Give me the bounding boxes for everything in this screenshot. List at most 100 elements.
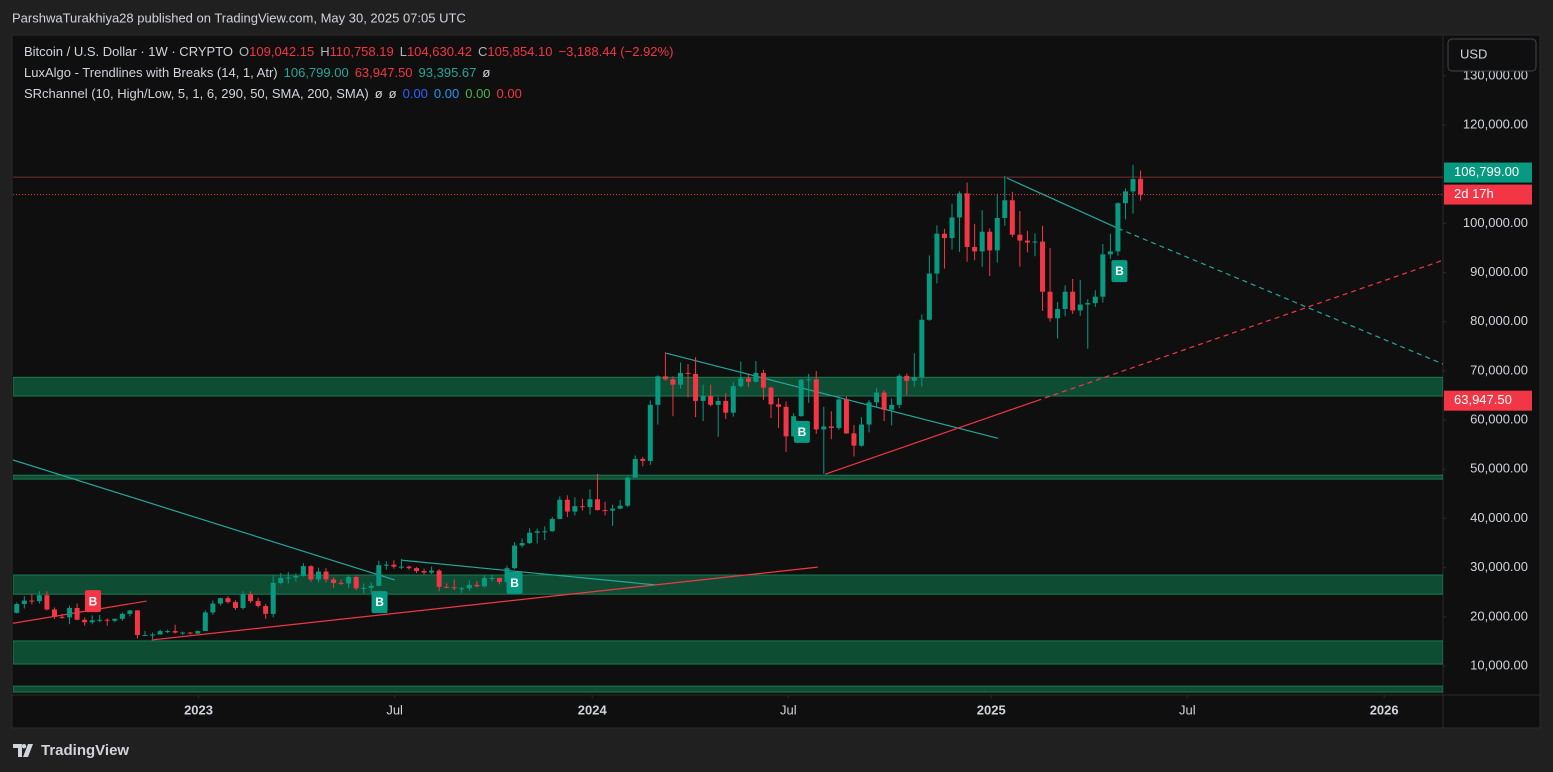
candle-body xyxy=(308,566,314,580)
legend-item: Bitcoin / U.S. Dollar · 1W · CRYPTO xyxy=(24,44,233,59)
brand: TradingView xyxy=(13,742,129,759)
x-tick-label: 2025 xyxy=(977,702,1006,717)
candle-body xyxy=(926,273,932,320)
legend-item: C xyxy=(478,44,487,59)
candle-body xyxy=(670,379,676,385)
candle-body xyxy=(421,571,427,573)
break-marker: B xyxy=(506,571,523,594)
legend-item: 0.00 xyxy=(497,86,522,101)
candle-body xyxy=(776,404,782,407)
candle-body xyxy=(602,510,608,512)
candle-body xyxy=(798,379,804,417)
candle-body xyxy=(150,634,156,636)
candle-body xyxy=(300,566,306,577)
legend: Bitcoin / U.S. Dollar · 1W · CRYPTO O109,… xyxy=(24,44,673,101)
y-tick-label: 10,000.00 xyxy=(1470,657,1528,672)
candle-body xyxy=(489,577,495,579)
plot-area: B B B B B xyxy=(13,164,1443,693)
currency-button-box[interactable] xyxy=(1447,38,1537,72)
y-tick-label: 90,000.00 xyxy=(1470,264,1528,279)
published-note: ParshwaTurakhiya28 published on TradingV… xyxy=(12,10,466,25)
y-tick-label: 70,000.00 xyxy=(1470,362,1528,377)
candle-body xyxy=(655,376,661,405)
candle-body xyxy=(768,387,774,405)
candle-body xyxy=(398,566,404,568)
x-tick-label: Jul xyxy=(386,702,403,717)
candle-body xyxy=(481,577,487,587)
candle-body xyxy=(911,377,917,381)
sr-zone xyxy=(13,474,1443,480)
price-label-box xyxy=(1444,162,1532,183)
candle-body xyxy=(693,373,699,401)
trendline xyxy=(1117,227,1443,365)
break-box xyxy=(371,591,388,614)
candle-body xyxy=(957,193,963,218)
candle-body xyxy=(1024,240,1030,243)
break-label: B xyxy=(1115,264,1124,278)
candle-body xyxy=(436,570,442,587)
candle-body xyxy=(293,576,299,578)
candle-body xyxy=(210,603,216,613)
candle-body xyxy=(36,595,42,602)
break-box xyxy=(84,590,101,613)
legend-item: −3,188.44 (−2.92%) xyxy=(559,44,674,59)
candle-body xyxy=(564,499,570,512)
candle-body xyxy=(459,588,465,590)
candle-body xyxy=(572,506,578,512)
candle-body xyxy=(1070,291,1076,311)
candle-body xyxy=(466,584,472,589)
y-tick-label: 120,000.00 xyxy=(1463,116,1528,131)
legend-item: 63,947.50 xyxy=(355,65,413,80)
currency-button[interactable]: USD xyxy=(1447,38,1537,72)
candle-body xyxy=(738,378,744,387)
candle-body xyxy=(1077,304,1083,311)
legend-row: SRchannel (10, High/Low, 5, 1, 6, 290, 5… xyxy=(24,86,522,101)
candle-body xyxy=(444,586,450,588)
candle-body xyxy=(225,598,231,603)
candle-body xyxy=(610,508,616,511)
candle-body xyxy=(791,416,797,437)
x-tick-label: Jul xyxy=(1179,702,1196,717)
candle-body xyxy=(753,372,759,382)
candle-body xyxy=(949,217,955,239)
candle-body xyxy=(632,458,638,478)
trendline xyxy=(13,600,147,624)
candle-body xyxy=(813,379,819,430)
y-tick-label: 20,000.00 xyxy=(1470,608,1528,623)
candle-body xyxy=(640,458,646,461)
trendline xyxy=(1006,177,1119,229)
candle-body xyxy=(579,506,585,508)
candle-body xyxy=(1138,178,1144,195)
candle-body xyxy=(165,631,171,633)
legend-item: ø xyxy=(389,86,397,101)
candle-body xyxy=(406,566,412,569)
candle-body xyxy=(919,319,925,378)
candle-body xyxy=(972,246,978,252)
candle-body xyxy=(1122,191,1128,204)
candle-body xyxy=(315,571,321,580)
candle-body xyxy=(89,620,95,623)
y-tick-label: 100,000.00 xyxy=(1463,215,1528,230)
break-marker: B xyxy=(1111,260,1128,283)
candle-body xyxy=(59,616,65,618)
currency-label[interactable]: USD xyxy=(1460,46,1487,61)
legend-item: 106,799.00 xyxy=(284,65,349,80)
candle-body xyxy=(414,568,420,572)
candle-body xyxy=(1040,241,1046,292)
legend-item: 0.00 xyxy=(403,86,428,101)
candle-body xyxy=(451,587,457,589)
sr-zone xyxy=(13,685,1443,693)
candle-body xyxy=(715,400,721,405)
legend-item: O xyxy=(239,44,249,59)
candle-body xyxy=(874,392,880,403)
candle-body xyxy=(248,594,254,602)
legend-row: Bitcoin / U.S. Dollar · 1W · CRYPTO O109,… xyxy=(24,44,673,59)
candle-body xyxy=(1100,254,1106,297)
candle-body xyxy=(180,632,186,634)
candle-body xyxy=(21,600,27,605)
candle-body xyxy=(685,372,691,374)
candle-body xyxy=(821,426,827,430)
candle-body xyxy=(836,399,842,428)
brand-logo xyxy=(13,744,33,757)
